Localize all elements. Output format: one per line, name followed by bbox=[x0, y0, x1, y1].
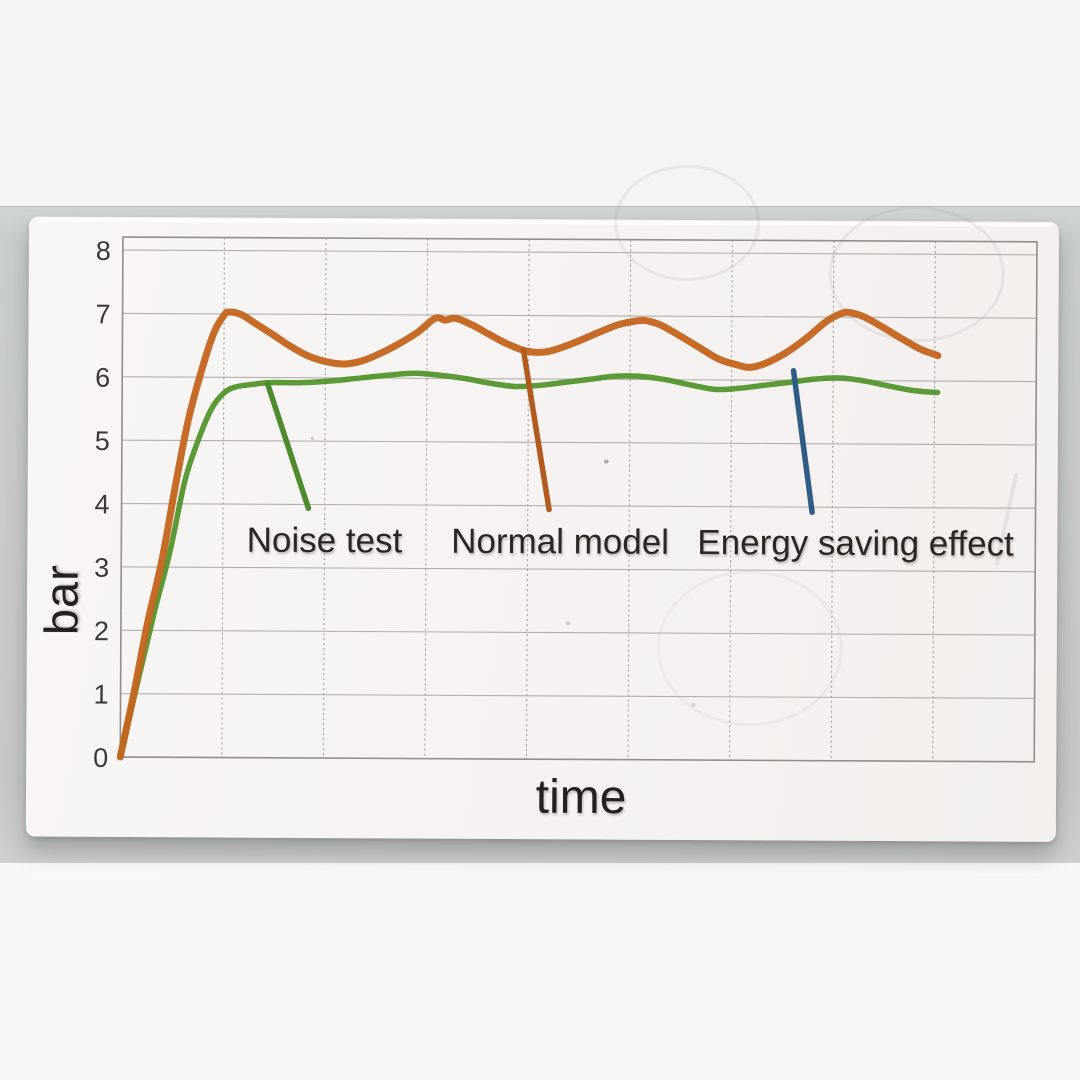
dust-speck bbox=[310, 436, 314, 441]
smudge-ring bbox=[656, 569, 844, 727]
dust-speck bbox=[691, 702, 696, 708]
dust-speck bbox=[565, 621, 570, 626]
x-axis-title: time bbox=[535, 770, 627, 825]
annotation-normal-model: Normal model bbox=[451, 521, 670, 563]
smudge-ring bbox=[613, 164, 761, 282]
y-axis-title: bar bbox=[34, 564, 88, 636]
smudge-ring bbox=[828, 205, 1006, 343]
annotation-energy-saving-effect: Energy saving effect bbox=[697, 523, 1014, 564]
annotation-noise-test: Noise test bbox=[246, 520, 403, 561]
dust-speck bbox=[603, 459, 609, 464]
